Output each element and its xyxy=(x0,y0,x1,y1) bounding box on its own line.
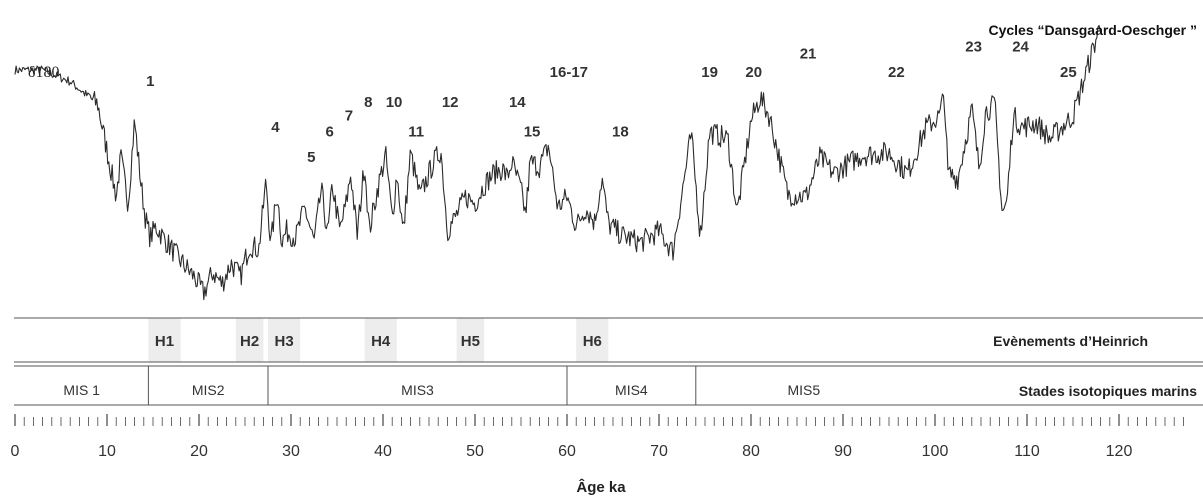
cycle-label-15: 15 xyxy=(524,124,541,141)
cycle-label-14: 14 xyxy=(509,94,526,111)
cycle-label-8: 8 xyxy=(364,94,372,111)
mis-row-title: Stades isotopiques marins xyxy=(1019,383,1197,399)
cycle-label-23: 23 xyxy=(965,39,982,56)
cycle-label-7: 7 xyxy=(345,108,353,125)
heinrich-label-h4: H4 xyxy=(371,333,391,350)
heinrich-label-h3: H3 xyxy=(275,333,294,350)
timeline-rows: H1 H2 H3 H4 H5 H6 MIS 1 MIS2 MIS3 MIS4 MIS5 xyxy=(14,317,1203,406)
cycle-label-12: 12 xyxy=(442,94,459,111)
heinrich-band-h4 xyxy=(364,318,397,362)
x-tick-label-80: 80 xyxy=(742,443,760,460)
x-tick-label-120: 120 xyxy=(1106,443,1133,460)
cycle-label-19: 19 xyxy=(701,64,718,81)
chart-title: Cycles “Dansgaard-Oeschger ” xyxy=(988,22,1197,38)
mis-label-mis4: MIS4 xyxy=(615,382,648,398)
heinrich-band-h2 xyxy=(235,318,264,362)
cycle-label-25: 25 xyxy=(1060,64,1077,81)
plot-line-group xyxy=(14,24,1101,301)
x-tick-label-90: 90 xyxy=(834,443,852,460)
mis-label-mis2: MIS2 xyxy=(192,382,225,398)
cycle-label-1: 1 xyxy=(146,73,154,90)
cycle-label-6: 6 xyxy=(325,124,333,141)
x-tick-label-0: 0 xyxy=(11,443,20,460)
x-tick-label-110: 110 xyxy=(1014,443,1040,460)
heinrich-band-h3 xyxy=(268,318,301,362)
heinrich-label-h1: H1 xyxy=(155,333,174,350)
x-tick-label-100: 100 xyxy=(922,443,949,460)
x-axis: 0 10 20 30 40 50 60 70 80 90 100 110 120 xyxy=(11,414,1184,460)
y-axis-label: δ180 xyxy=(28,64,60,81)
x-tick-label-60: 60 xyxy=(558,443,576,460)
cycle-label-4: 4 xyxy=(271,119,280,136)
x-tick-label-30: 30 xyxy=(282,443,300,460)
cycle-label-22: 22 xyxy=(888,64,905,81)
mis-label-mis1: MIS 1 xyxy=(63,382,100,398)
x-tick-label-20: 20 xyxy=(190,443,208,460)
cycle-label-18: 18 xyxy=(612,124,629,141)
heinrich-band-h6 xyxy=(576,318,609,362)
x-tick-label-50: 50 xyxy=(466,443,484,460)
heinrich-label-h6: H6 xyxy=(583,333,602,350)
cycle-label-10: 10 xyxy=(386,94,403,111)
cycle-label-11: 11 xyxy=(408,124,424,141)
heinrich-label-h5: H5 xyxy=(461,333,480,350)
heinrich-bands xyxy=(148,318,609,362)
d18o-series-line xyxy=(14,24,1101,301)
x-tick-label-40: 40 xyxy=(374,443,392,460)
cycle-label-21: 21 xyxy=(800,46,817,63)
cycle-label-20: 20 xyxy=(745,64,762,81)
mis-label-mis5: MIS5 xyxy=(787,382,820,398)
heinrich-band-h5 xyxy=(456,318,485,362)
cycle-label-16-17: 16-17 xyxy=(550,64,588,81)
heinrich-row-title: Evènements d’Heinrich xyxy=(993,333,1148,349)
heinrich-label-h2: H2 xyxy=(240,333,259,350)
heinrich-band-h1 xyxy=(148,318,181,362)
cycle-label-5: 5 xyxy=(307,149,315,166)
cycle-label-24: 24 xyxy=(1012,39,1029,56)
x-tick-label-10: 10 xyxy=(98,443,116,460)
x-tick-label-70: 70 xyxy=(650,443,668,460)
mis-label-mis3: MIS3 xyxy=(401,382,434,398)
x-axis-label: Âge ka xyxy=(576,478,626,496)
